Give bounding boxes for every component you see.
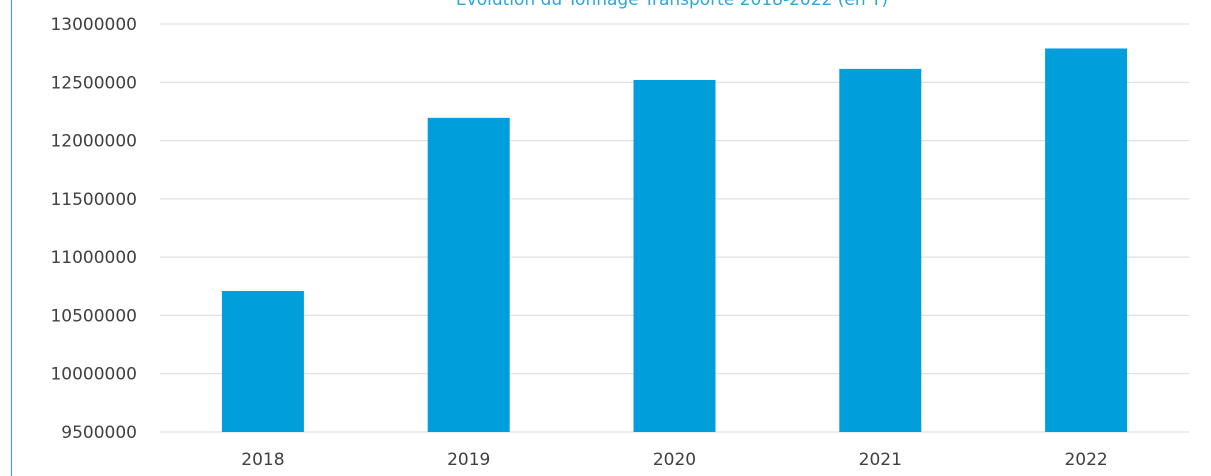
x-tick-label: 2022 [1064, 450, 1107, 470]
x-axis-tick-labels: 2018 2019 2020 2021 2022 [241, 450, 1107, 470]
chart-title: Evolution du Tonnage Transporté 2018-202… [456, 0, 888, 10]
y-tick-label: 10500000 [50, 306, 137, 326]
y-tick-label: 11000000 [50, 248, 137, 268]
x-tick-label: 2018 [241, 450, 284, 470]
y-tick-label: 13000000 [50, 15, 137, 35]
bar-2020 [633, 79, 716, 432]
y-tick-label: 10000000 [50, 365, 137, 385]
y-tick-label: 12500000 [50, 73, 137, 93]
y-tick-label: 12000000 [50, 132, 137, 152]
bar-2021 [839, 68, 922, 432]
x-tick-label: 2021 [859, 450, 902, 470]
x-tick-label: 2020 [653, 450, 696, 470]
bar-2019 [427, 117, 510, 432]
y-tick-label: 9500000 [61, 423, 137, 443]
left-border-line [11, 0, 12, 476]
bars [221, 48, 1128, 432]
y-axis-tick-labels: 9500000 10000000 10500000 11000000 11500000 1… [50, 15, 137, 443]
x-tick-label: 2019 [447, 450, 490, 470]
bar-2018 [221, 290, 304, 432]
grid-lines [160, 23, 1189, 433]
bar-2022 [1045, 48, 1128, 432]
y-tick-label: 11500000 [50, 190, 137, 210]
